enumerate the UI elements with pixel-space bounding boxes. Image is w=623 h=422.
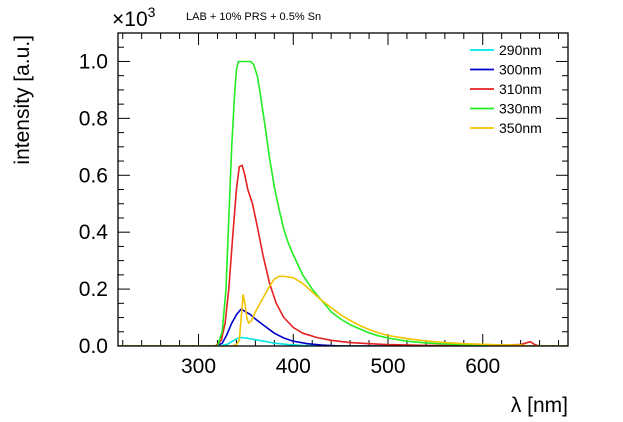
x-tick-label: 600: [465, 355, 500, 378]
y-multiplier-exponent: 3: [148, 4, 156, 20]
x-tick-label: 500: [370, 355, 405, 378]
legend-label: 300nm: [499, 62, 542, 78]
series-layer: [118, 60, 568, 346]
y-multiplier-base: ×10: [112, 8, 148, 31]
x-axis-title: λ [nm]: [511, 394, 568, 417]
x-tick-label: 400: [276, 355, 311, 378]
plot-frame: [117, 32, 569, 347]
y-tick-label: 0.4: [79, 221, 109, 244]
y-tick-label: 0.2: [79, 278, 108, 301]
x-tick-label: 300: [181, 355, 216, 378]
legend-label: 290nm: [499, 42, 542, 58]
y-tick-label: 0.8: [79, 107, 108, 130]
y-tick-label: 0.6: [79, 164, 108, 187]
series-line-330nm: [118, 60, 568, 346]
y-multiplier-label: ×103: [112, 4, 156, 31]
series-line-290nm: [118, 336, 568, 346]
y-tick-label: 1.0: [79, 50, 108, 73]
chart-title: LAB + 10% PRS + 0.5% Sn: [186, 11, 321, 23]
series-line-350nm: [118, 275, 568, 346]
legend-label: 350nm: [499, 120, 542, 136]
legend: 290nm 300nm 310nm 330nm 350nm: [470, 42, 542, 136]
y-axis-title: intensity [a.u.]: [11, 35, 34, 165]
y-tick-label: 0.0: [79, 335, 108, 358]
x-tick-labels: 300 400 500 600: [181, 355, 500, 378]
y-tick-labels: 0.0 0.2 0.4 0.6 0.8 1.0: [79, 50, 109, 358]
legend-label: 310nm: [499, 81, 542, 97]
axis-ticks: [118, 32, 568, 347]
legend-label: 330nm: [499, 101, 542, 117]
